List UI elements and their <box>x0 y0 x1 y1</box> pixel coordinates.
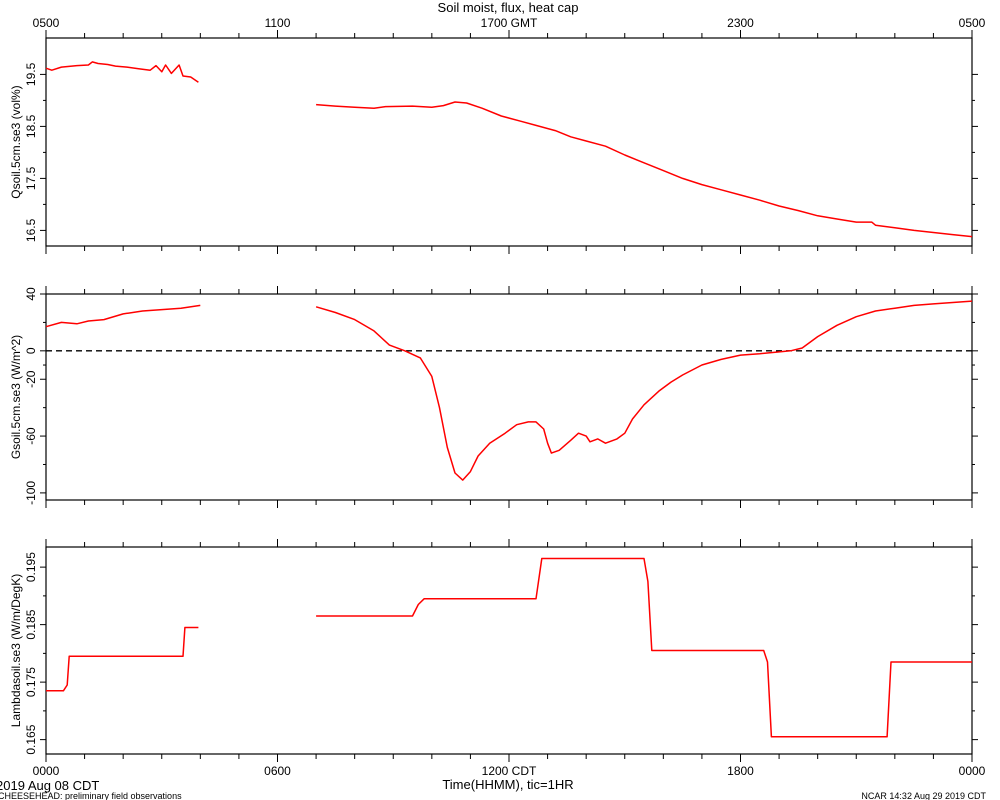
y-tick-label: 19.5 <box>24 62 38 86</box>
bottom-tick-label: 1800 <box>727 764 754 778</box>
plot-frame <box>45 546 973 755</box>
y-tick-label: 18.5 <box>24 114 38 138</box>
y-tick-label: 0.185 <box>24 609 38 639</box>
y-axis-label: Lambdasoil.se3 (W/m/DegK) <box>9 574 23 727</box>
bottom-tick-label: 0000 <box>33 764 60 778</box>
date-label: 2019 Aug 08 CDT <box>0 778 99 793</box>
chart-title: Soil moist, flux, heat cap <box>438 0 579 15</box>
top-tick-label: 0500 <box>959 16 986 30</box>
y-tick-label: -20 <box>24 370 38 388</box>
bottom-tick-label: 0000 <box>959 764 986 778</box>
footer-right: NCAR 14:32 Aug 29 2019 CDT <box>861 791 986 800</box>
y-axis-label: Qsoil.5cm.se3 (vol%) <box>9 85 23 198</box>
series-line <box>46 626 199 692</box>
y-tick-label: 17.5 <box>24 166 38 190</box>
y-tick-label: -60 <box>24 427 38 445</box>
y-tick-label: 0.175 <box>24 667 38 697</box>
bottom-tick-label: 1200 CDT <box>482 764 537 778</box>
plot-frame <box>45 293 973 501</box>
series-line <box>316 557 972 738</box>
bottom-time-axis: 0000 0600 1200 CDT 1800 0000 <box>33 764 986 778</box>
y-tick-label: 0 <box>24 347 38 354</box>
top-tick-label: 1100 <box>265 16 291 30</box>
top-tick-label: 2300 <box>727 16 754 30</box>
y-tick-label: 40 <box>24 287 38 301</box>
series-line <box>316 101 973 238</box>
series-line <box>45 304 201 328</box>
top-tick-label: 1700 GMT <box>481 16 538 30</box>
bottom-tick-label: 0600 <box>264 764 291 778</box>
plot-frame <box>45 37 973 247</box>
y-tick-label: -100 <box>24 481 38 505</box>
series-line <box>45 61 199 83</box>
footer-left: CHEESEHEAD: preliminary field observatio… <box>0 791 182 800</box>
y-axis-label: Gsoil.5cm.se3 (W/m^2) <box>9 335 23 459</box>
top-tick-label: 0500 <box>33 16 60 30</box>
y-tick-label: 0.195 <box>24 552 38 582</box>
x-axis-label: Time(HHMM), tic=1HR <box>442 777 573 792</box>
y-tick-label: 16.5 <box>24 218 38 242</box>
top-time-axis: 0500 1100 1700 GMT 2300 0500 <box>33 16 986 30</box>
chart-panel: 40 0 -20 -60 -100 Gsoil.5cm.se3 (W/m^2) <box>9 286 978 508</box>
y-tick-label: 0.165 <box>24 724 38 754</box>
series-line <box>315 300 973 481</box>
